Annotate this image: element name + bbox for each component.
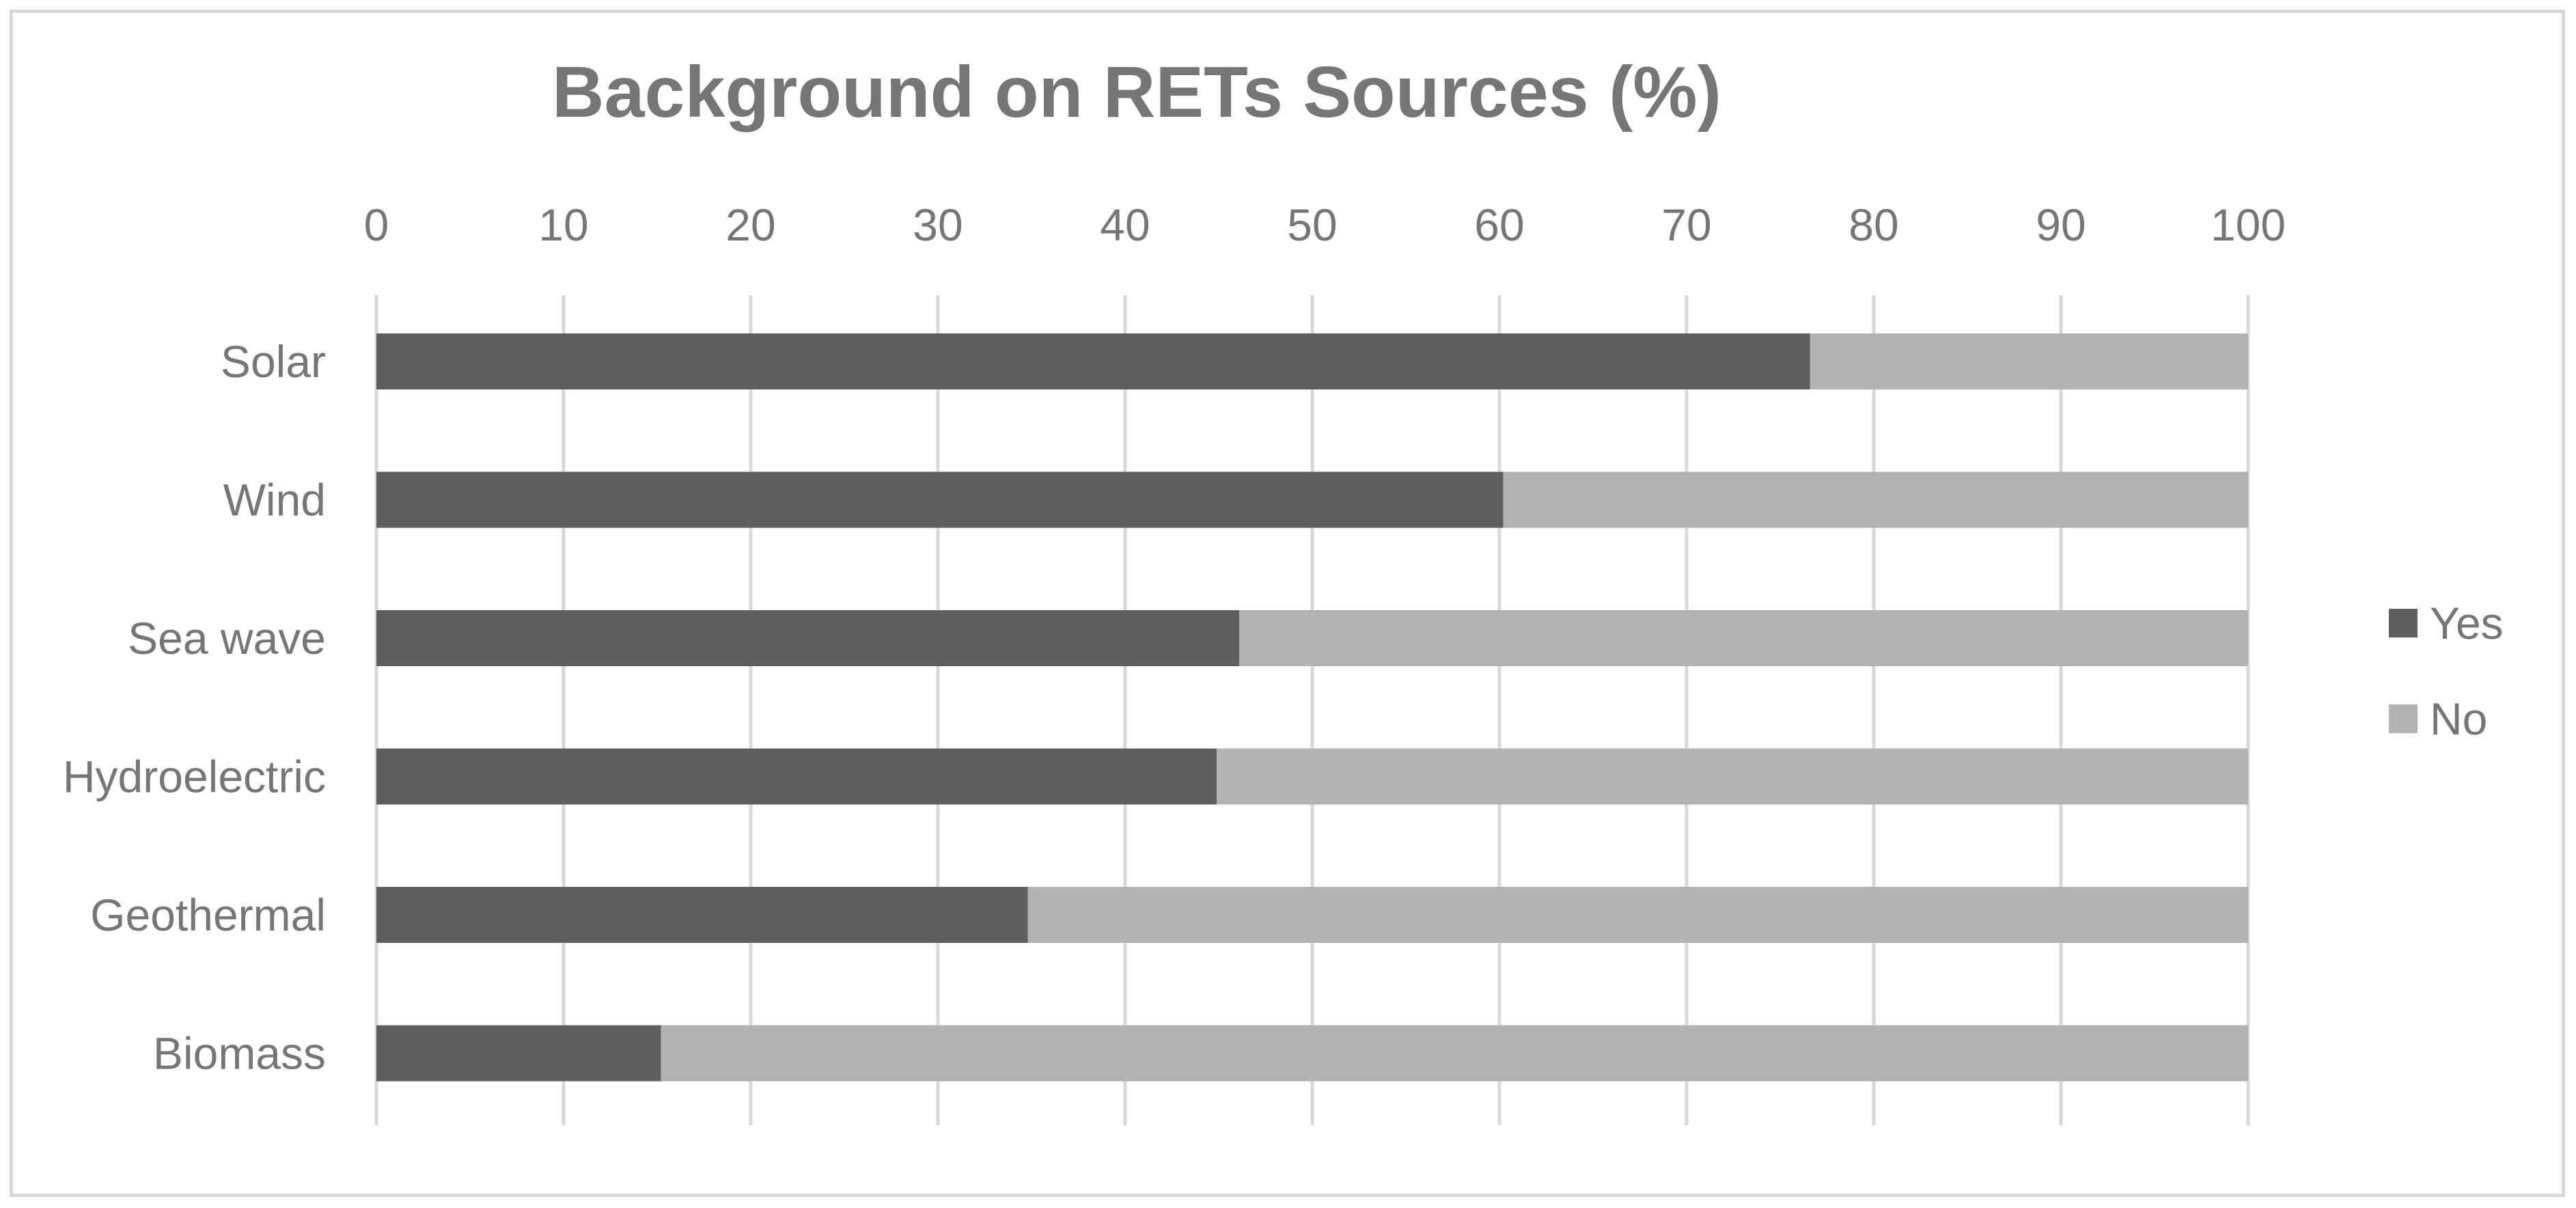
bars — [376, 333, 2248, 1082]
legend-label-yes: Yes — [2430, 598, 2504, 648]
x-tick-label: 10 — [538, 200, 588, 250]
chart-title: Background on RETs Sources (%) — [552, 52, 1721, 133]
x-tick-label: 50 — [1287, 200, 1337, 250]
bar-yes-geothermal — [376, 887, 1028, 943]
x-tick-label: 80 — [1848, 200, 1898, 250]
category-label: Wind — [223, 475, 326, 525]
chart-svg: Background on RETs Sources (%) 0 10 20 30 40… — [63, 52, 2504, 1125]
bar-yes-hydroelectric — [376, 748, 1217, 805]
category-label: Sea wave — [128, 613, 326, 663]
category-labels: Solar Wind Sea wave Hydroelectric Geothermal… — [63, 336, 326, 1079]
chart-frame: Background on RETs Sources (%) 0 10 20 30 40… — [10, 10, 2565, 1197]
category-label: Biomass — [153, 1028, 326, 1079]
bar-yes-biomass — [376, 1025, 661, 1082]
category-label: Solar — [221, 336, 326, 387]
x-tick-label: 0 — [364, 200, 389, 250]
gridlines — [374, 295, 2250, 1125]
category-label: Hydroelectric — [63, 752, 326, 802]
bar-no-hydroelectric — [1217, 748, 2248, 805]
legend-label-no: No — [2430, 694, 2487, 744]
category-label: Geothermal — [90, 890, 326, 940]
bar-yes-solar — [376, 333, 1810, 389]
x-tick-label: 70 — [1661, 200, 1711, 250]
bar-no-biomass — [661, 1025, 2248, 1082]
x-tick-labels: 0 10 20 30 40 50 60 70 80 90 100 — [364, 200, 2286, 250]
bar-no-wind — [1503, 471, 2248, 528]
x-tick-label: 40 — [1100, 200, 1150, 250]
bar-yes-sea-wave — [376, 610, 1240, 666]
legend-swatch-yes — [2389, 609, 2418, 637]
legend: Yes No — [2389, 598, 2504, 744]
bar-no-sea-wave — [1239, 610, 2248, 666]
x-tick-label: 100 — [2211, 200, 2286, 250]
x-tick-label: 60 — [1474, 200, 1524, 250]
legend-swatch-no — [2389, 704, 2418, 733]
x-tick-label: 20 — [725, 200, 775, 250]
bar-no-geothermal — [1027, 887, 2248, 943]
x-tick-label: 30 — [913, 200, 962, 250]
bar-yes-wind — [376, 471, 1504, 528]
x-tick-label: 90 — [2036, 200, 2086, 250]
bar-no-solar — [1810, 333, 2248, 389]
